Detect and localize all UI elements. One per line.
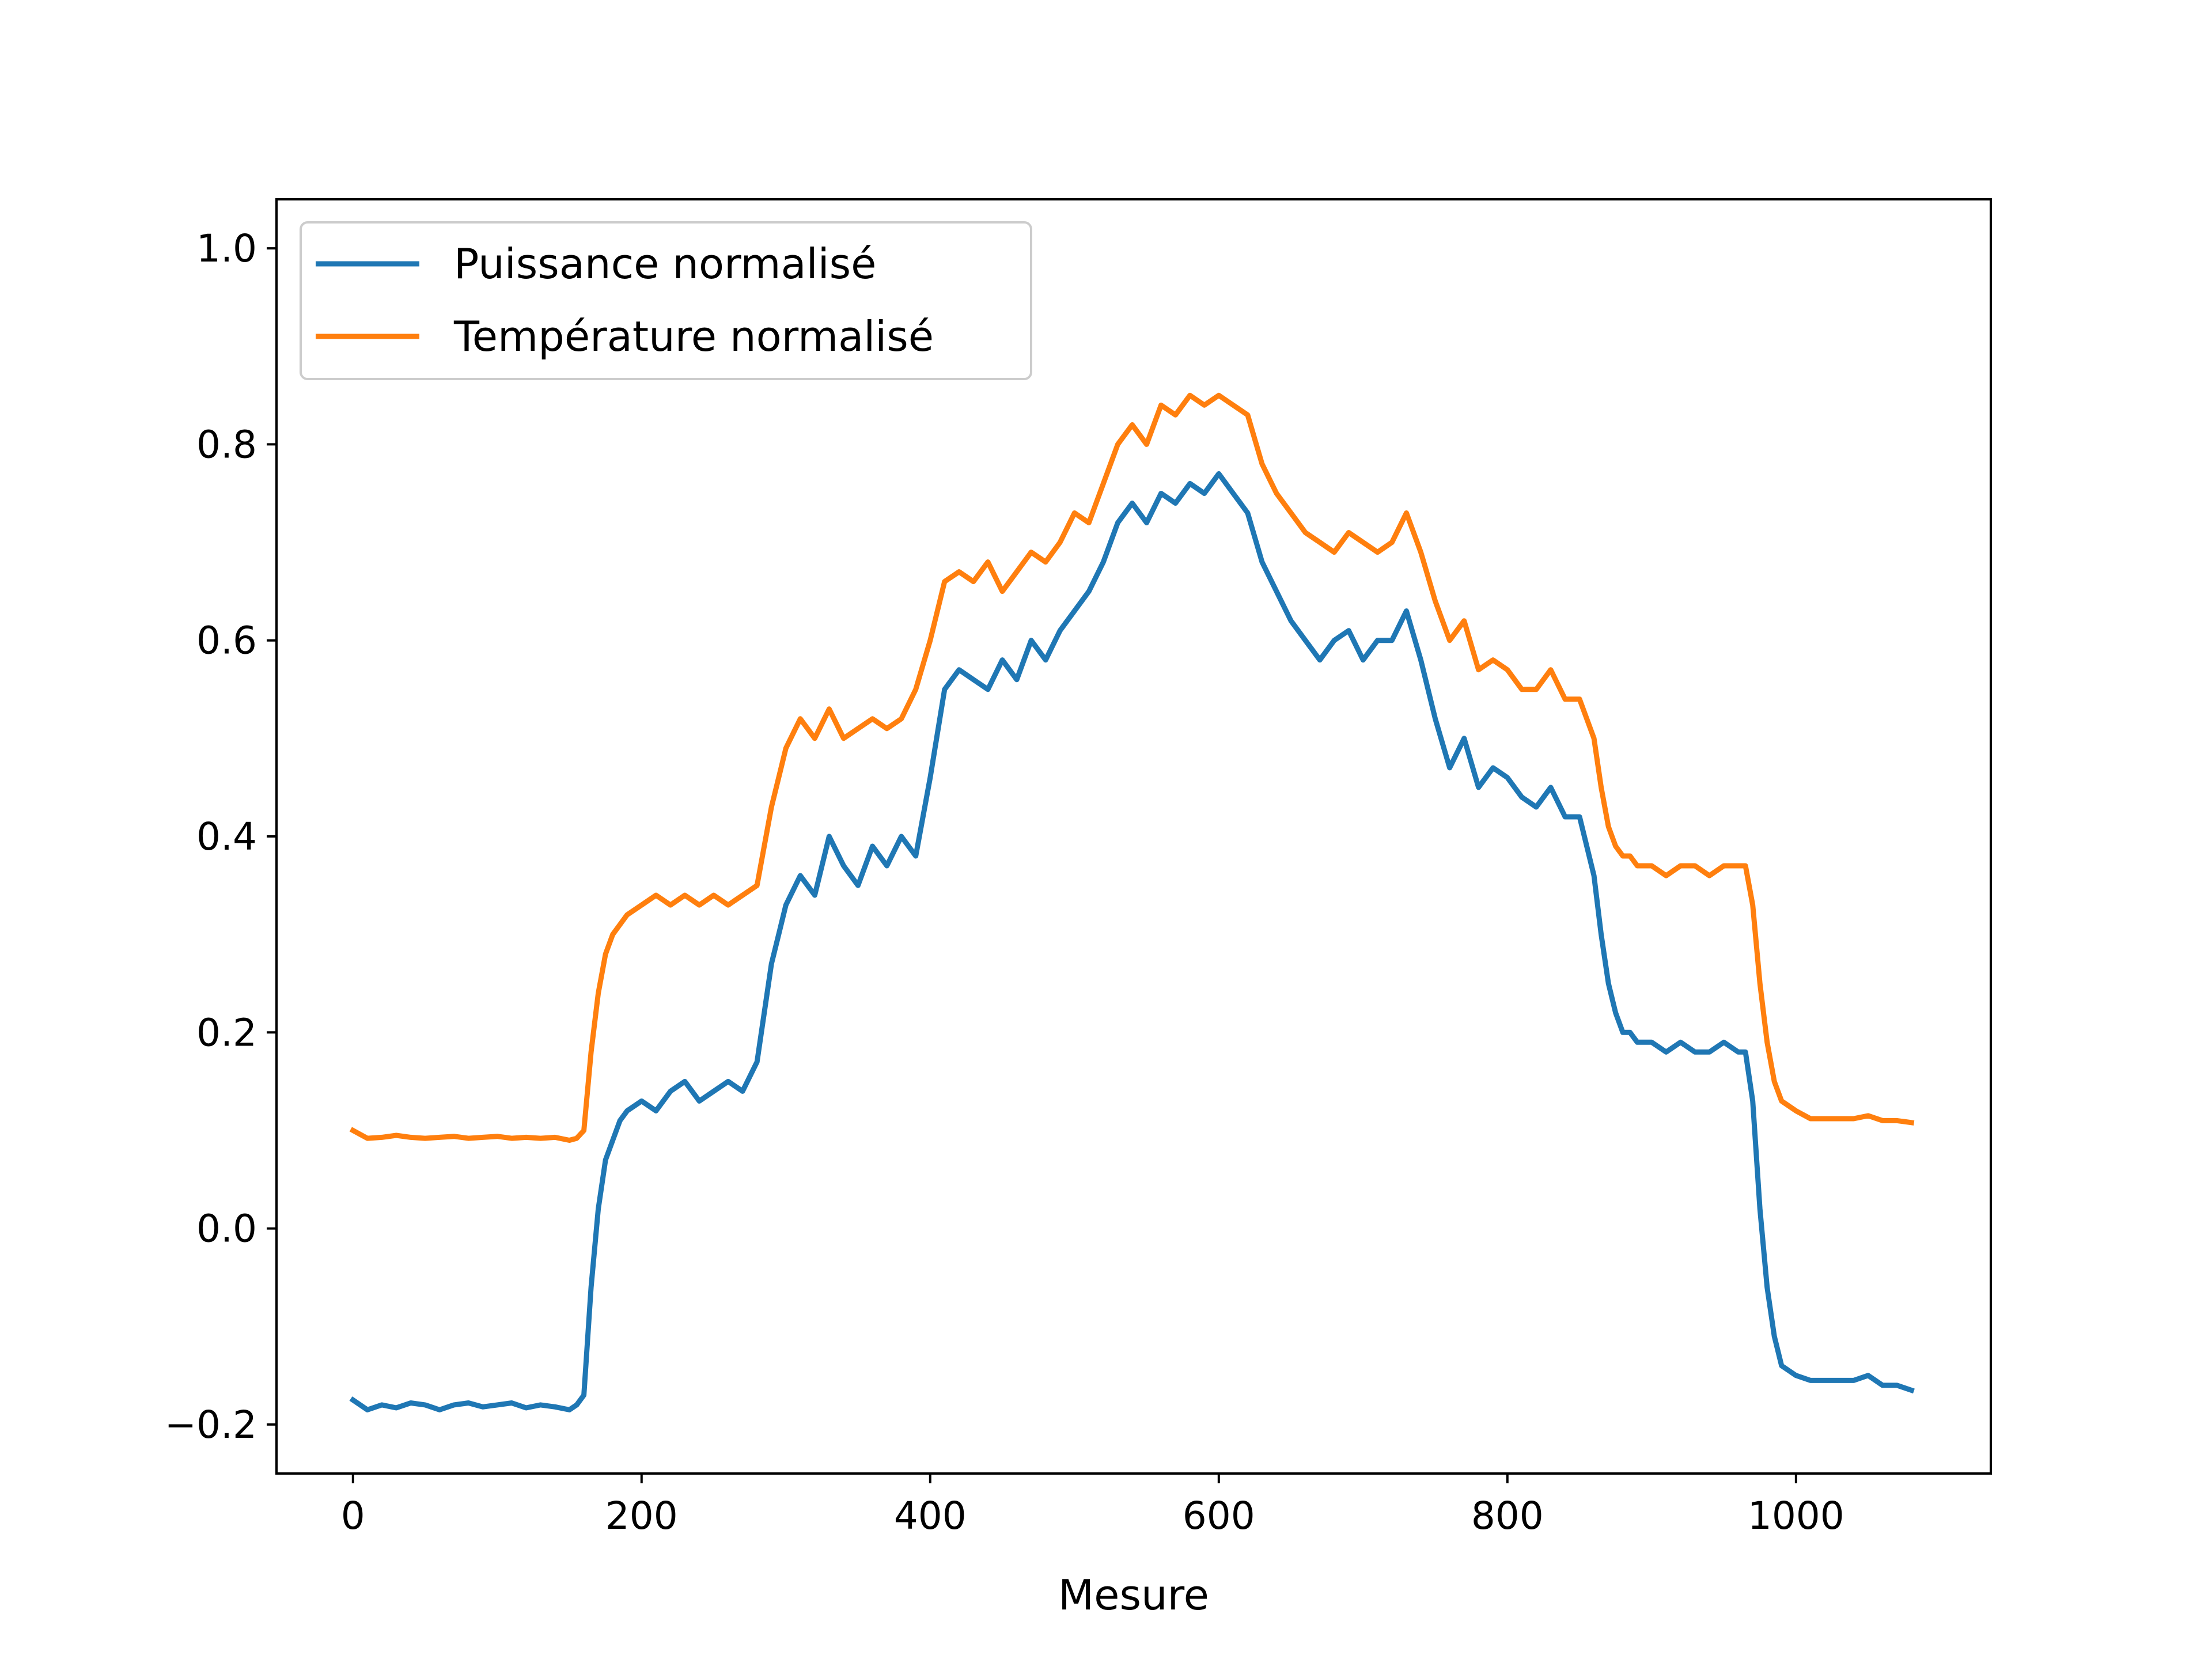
x-tick-label: 200 <box>605 1494 678 1538</box>
x-tick-label: 400 <box>894 1494 967 1538</box>
x-tick-label: 0 <box>341 1494 365 1538</box>
y-axis: −0.2 0.0 0.2 0.4 0.6 0.8 1.0 <box>165 226 276 1447</box>
y-tick-label: 0.0 <box>196 1207 257 1251</box>
legend-label-puissance: Puissance normalisé <box>454 240 876 288</box>
y-tick-label: 0.4 <box>196 815 257 859</box>
series-line-puissance-normalise <box>349 471 1915 1412</box>
y-tick-label: 1.0 <box>196 226 257 271</box>
legend[interactable]: Puissance normalisé Température normalis… <box>300 221 1032 380</box>
y-tick-label: 0.2 <box>196 1010 257 1055</box>
plot-area <box>349 392 1915 1412</box>
x-axis-label: Mesure <box>1058 1571 1209 1619</box>
legend-label-temperature: Température normalisé <box>453 312 934 361</box>
series-line-temperature-normalise <box>349 392 1915 1143</box>
x-tick-label: 800 <box>1471 1494 1544 1538</box>
x-tick-label: 600 <box>1183 1494 1255 1538</box>
legend-box <box>300 221 1032 380</box>
y-tick-label: 0.8 <box>196 422 257 467</box>
y-tick-label: 0.6 <box>196 619 257 663</box>
x-axis: 0 200 400 600 800 1000 <box>341 1474 1844 1538</box>
y-tick-label: −0.2 <box>165 1403 257 1447</box>
x-tick-label: 1000 <box>1748 1494 1844 1538</box>
